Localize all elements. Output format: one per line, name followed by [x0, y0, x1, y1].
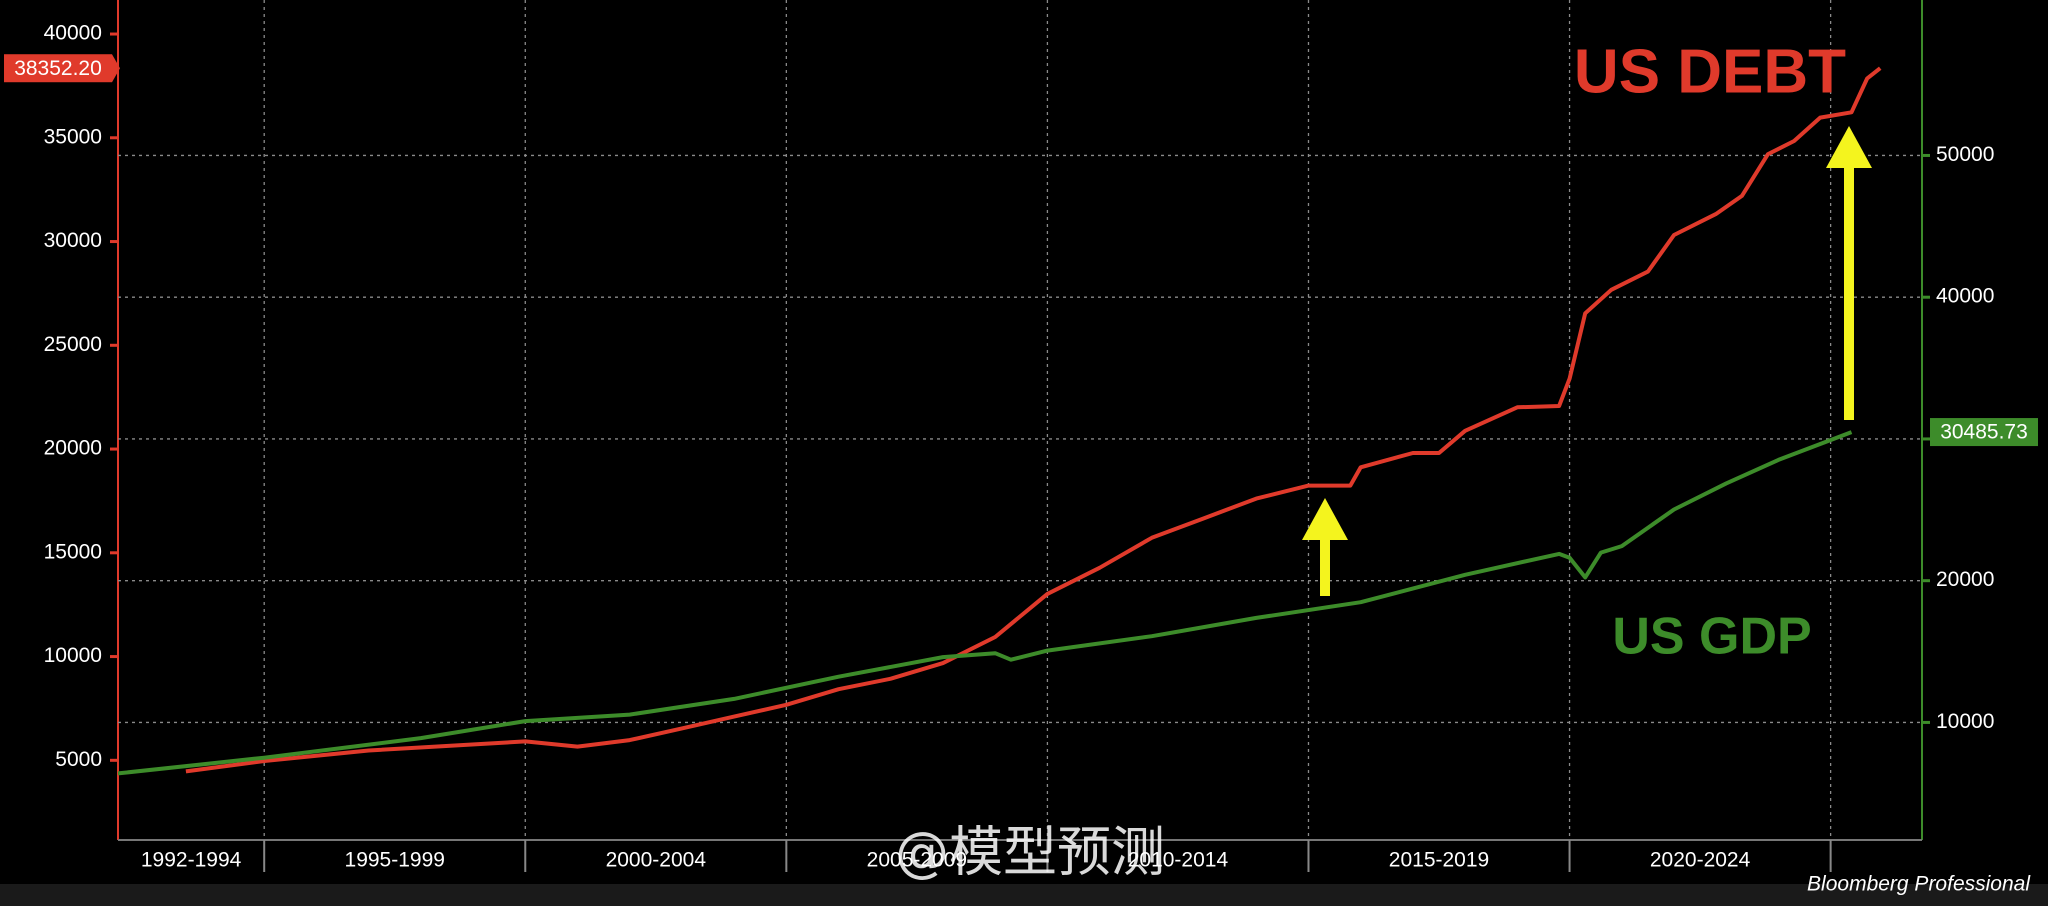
x-period-label: 1992-1994 [141, 849, 242, 872]
y-tick-label: 5000 [55, 748, 102, 771]
y2-tick-label: 20000 [1936, 568, 1994, 591]
value-label-box [1930, 418, 2038, 447]
y-tick-label: 20000 [44, 437, 102, 460]
value-label: 30485.73 [1940, 421, 2028, 444]
arrow-shaft [1844, 164, 1854, 420]
y-tick-label: 40000 [44, 22, 102, 45]
arrows [1302, 126, 1872, 596]
marks: 38352.20 30485.73 [4, 54, 2038, 776]
arrow-shaft [1320, 534, 1330, 596]
value-label-pointer [112, 54, 120, 83]
x-period-label: 2015-2019 [1389, 849, 1489, 872]
y2-tick-label: 10000 [1936, 710, 1994, 733]
footer-band [0, 884, 2048, 906]
value-label: 38352.20 [14, 57, 102, 80]
source: Bloomberg Professional [1807, 873, 2031, 896]
series-line [117, 430, 1853, 776]
x-period-label: 1995-1999 [345, 849, 445, 872]
x-period-label: 2000-2004 [606, 849, 707, 872]
y-tick-label: 10000 [44, 644, 102, 667]
y-tick-label: 30000 [44, 229, 102, 252]
y-tick-label: 25000 [44, 333, 102, 356]
grid: 5000 10000 15000 20000 25000 30000 35000 40000 1… [44, 0, 1994, 872]
series-line [185, 66, 1882, 774]
series-annotation: US GDP [1612, 608, 1811, 666]
value-label-box [4, 54, 112, 83]
arrow-head [1826, 126, 1872, 168]
y-tick-label: 35000 [44, 125, 102, 148]
series-annotation: US DEBT [1574, 37, 1846, 106]
y2-tick-label: 40000 [1936, 285, 1994, 308]
y2-tick-label: 50000 [1936, 143, 1994, 166]
y-tick-label: 15000 [44, 540, 102, 563]
watermark: @模型预测 [895, 821, 1165, 884]
x-period-label: 2005-2009 [867, 849, 967, 872]
x-period-label: 2010-2014 [1128, 849, 1229, 872]
arrow-head [1302, 498, 1348, 540]
x-period-label: 2020-2024 [1650, 849, 1751, 872]
